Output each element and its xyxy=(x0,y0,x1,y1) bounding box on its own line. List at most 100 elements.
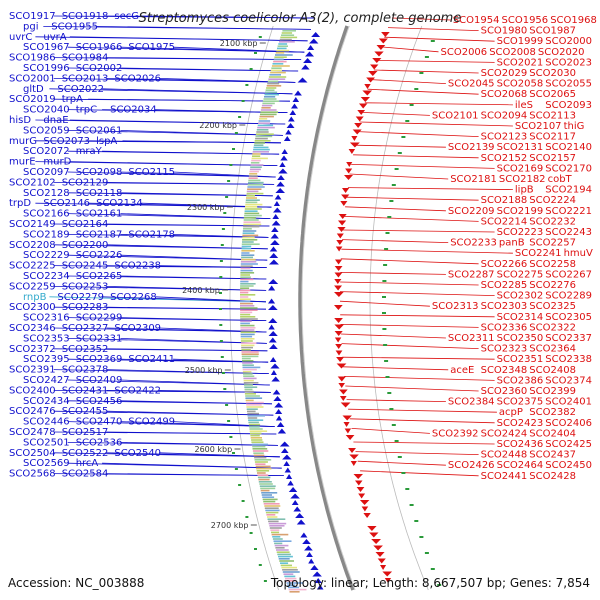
gene-label-left: SCO2245 xyxy=(62,261,109,272)
minus-strand-gene xyxy=(341,194,350,200)
gene-category-bar xyxy=(270,69,282,72)
plus-strand-gene xyxy=(270,363,280,369)
plus-strand-gene xyxy=(273,396,282,401)
gene-category-bar xyxy=(241,245,252,248)
gene-category-bar xyxy=(240,335,253,338)
minus-strand-gene xyxy=(334,292,344,297)
accession-label: Accession: NC_003888 xyxy=(8,576,145,590)
gene-category-bar xyxy=(275,54,293,56)
gene-category-bar xyxy=(259,118,268,120)
gene-category-bar xyxy=(243,221,261,223)
plus-strand-gene xyxy=(316,584,324,590)
gene-category-bar xyxy=(242,366,261,369)
tick-marker xyxy=(389,408,394,410)
gene-label-left: SCO2146 xyxy=(43,198,90,209)
tick-marker xyxy=(382,312,386,314)
plus-strand-gene xyxy=(303,58,313,63)
gene-category-bar xyxy=(263,503,280,505)
gene-category-bar xyxy=(283,573,294,575)
minus-strand-gene xyxy=(340,201,348,206)
gene-label-right: SCO2336 xyxy=(481,322,528,333)
leader-line xyxy=(349,173,449,180)
gene-label-right: SCO2276 xyxy=(529,280,576,291)
leader-line xyxy=(341,343,479,349)
gene-category-bar xyxy=(240,316,256,318)
gene-category-bar xyxy=(241,355,259,358)
tick-marker xyxy=(245,516,249,518)
gene-label-right: acpP xyxy=(499,407,523,418)
gene-label-left: SCO2378 xyxy=(62,365,109,376)
leader-line xyxy=(106,431,277,435)
gene-category-bar xyxy=(244,386,258,388)
plus-strand-gene xyxy=(297,77,308,83)
leader-line xyxy=(159,327,267,333)
gene-label-right: SCO2094 xyxy=(481,110,528,121)
gene-label-right: SCO2392 xyxy=(432,428,479,439)
gene-label-right: SCO2232 xyxy=(529,216,576,227)
plus-strand-gene xyxy=(270,240,280,245)
plus-strand-gene xyxy=(276,422,285,427)
gene-label-right: SCO2214 xyxy=(481,216,528,227)
gene-label-left: SCO2455 xyxy=(62,406,109,417)
gene-category-bar xyxy=(240,313,251,316)
minus-strand-gene xyxy=(373,545,383,551)
gene-label-right: SCO2030 xyxy=(529,68,576,79)
plus-strand-gene xyxy=(306,552,313,557)
gene-category-bar xyxy=(240,324,255,327)
gene-category-bar xyxy=(255,135,273,138)
minus-strand-gene xyxy=(382,571,393,577)
gene-label-right: SCO2029 xyxy=(481,68,528,79)
gene-category-bar xyxy=(247,417,258,419)
plus-strand-gene xyxy=(273,201,280,206)
gene-label-right: SCO2338 xyxy=(545,354,592,365)
gene-category-bar xyxy=(240,307,258,309)
gene-category-bar xyxy=(249,430,268,432)
plus-strand-gene xyxy=(271,227,279,232)
gene-category-bar xyxy=(250,166,262,168)
leader-line xyxy=(359,121,513,127)
gene-category-bar xyxy=(252,153,261,155)
plus-strand-gene xyxy=(289,110,297,115)
plus-strand-gene xyxy=(269,344,278,349)
minus-strand-gene xyxy=(340,402,351,408)
plus-strand-gene xyxy=(268,318,278,323)
leader-line xyxy=(344,376,495,381)
gene-label-left: SCO2208 xyxy=(9,240,56,251)
gene-category-bar xyxy=(273,540,292,542)
gene-label-left: SCO2187 xyxy=(76,229,123,240)
plus-strand-gene xyxy=(308,558,315,564)
leader-line xyxy=(173,171,276,178)
gene-label-right: SCO2241 xyxy=(515,248,562,259)
gene-label-right: SCO2375 xyxy=(497,397,544,408)
gene-label-right: SCO2170 xyxy=(545,163,592,174)
gene-category-bar xyxy=(243,373,253,375)
gene-category-bar xyxy=(240,291,249,294)
gene-label-right: SCO2000 xyxy=(545,36,592,47)
gene-label-right: SCO2384 xyxy=(448,397,495,408)
plus-strand-gene xyxy=(314,578,322,583)
gene-label-left: SCO2118 xyxy=(76,188,123,199)
gene-category-bar xyxy=(266,514,276,516)
gene-category-bar xyxy=(241,346,253,349)
gene-label-left: SCO2501 xyxy=(23,437,70,448)
leader-line xyxy=(69,119,286,125)
gene-label-right: SCO2117 xyxy=(529,132,576,143)
gene-label-right: SCO2023 xyxy=(545,57,592,68)
tick-marker xyxy=(385,376,390,378)
leader-line xyxy=(364,102,513,106)
gene-label-left: SCO2164 xyxy=(62,219,109,230)
minus-strand-gene xyxy=(339,389,348,395)
gene-category-bar xyxy=(260,487,276,490)
gene-category-bar xyxy=(244,208,262,210)
plus-strand-gene xyxy=(268,279,279,284)
gene-category-bar xyxy=(269,527,282,529)
gene-category-bar xyxy=(276,49,290,52)
tick-marker xyxy=(220,244,224,246)
gene-category-bar xyxy=(246,197,257,199)
leader-line xyxy=(355,144,446,148)
tick-marker xyxy=(391,184,396,186)
gene-category-bar xyxy=(240,294,256,296)
gene-category-bar xyxy=(248,423,261,426)
gene-category-bar xyxy=(275,547,285,549)
